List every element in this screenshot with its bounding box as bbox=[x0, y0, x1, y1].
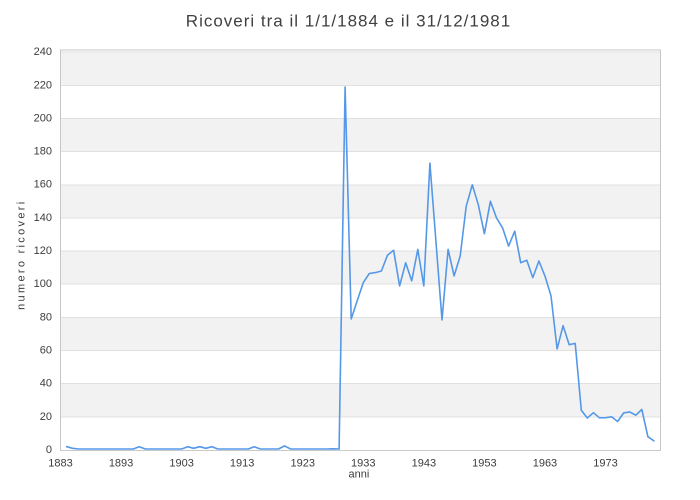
svg-text:anni: anni bbox=[349, 469, 370, 481]
svg-text:1883: 1883 bbox=[48, 458, 72, 470]
svg-text:40: 40 bbox=[40, 378, 52, 390]
svg-text:1943: 1943 bbox=[412, 458, 436, 470]
svg-text:120: 120 bbox=[34, 245, 52, 257]
svg-text:160: 160 bbox=[34, 179, 52, 191]
svg-text:220: 220 bbox=[34, 79, 52, 91]
svg-text:180: 180 bbox=[34, 146, 52, 158]
svg-text:1903: 1903 bbox=[169, 458, 193, 470]
svg-text:80: 80 bbox=[40, 311, 52, 323]
svg-text:0: 0 bbox=[46, 444, 52, 456]
svg-text:1953: 1953 bbox=[472, 458, 496, 470]
svg-text:240: 240 bbox=[34, 46, 52, 58]
svg-text:200: 200 bbox=[34, 112, 52, 124]
svg-text:1973: 1973 bbox=[593, 458, 617, 470]
svg-text:1893: 1893 bbox=[109, 458, 133, 470]
svg-text:Ricoveri tra il 1/1/1884 e il: Ricoveri tra il 1/1/1884 e il 31/12/1981 bbox=[186, 11, 511, 30]
svg-text:100: 100 bbox=[34, 278, 52, 290]
svg-text:numero ricoveri: numero ricoveri bbox=[16, 200, 28, 310]
svg-text:1933: 1933 bbox=[351, 458, 375, 470]
svg-text:20: 20 bbox=[40, 411, 52, 423]
svg-text:1923: 1923 bbox=[290, 458, 314, 470]
svg-text:1913: 1913 bbox=[230, 458, 254, 470]
svg-text:60: 60 bbox=[40, 344, 52, 356]
svg-text:140: 140 bbox=[34, 212, 52, 224]
svg-text:1963: 1963 bbox=[533, 458, 557, 470]
